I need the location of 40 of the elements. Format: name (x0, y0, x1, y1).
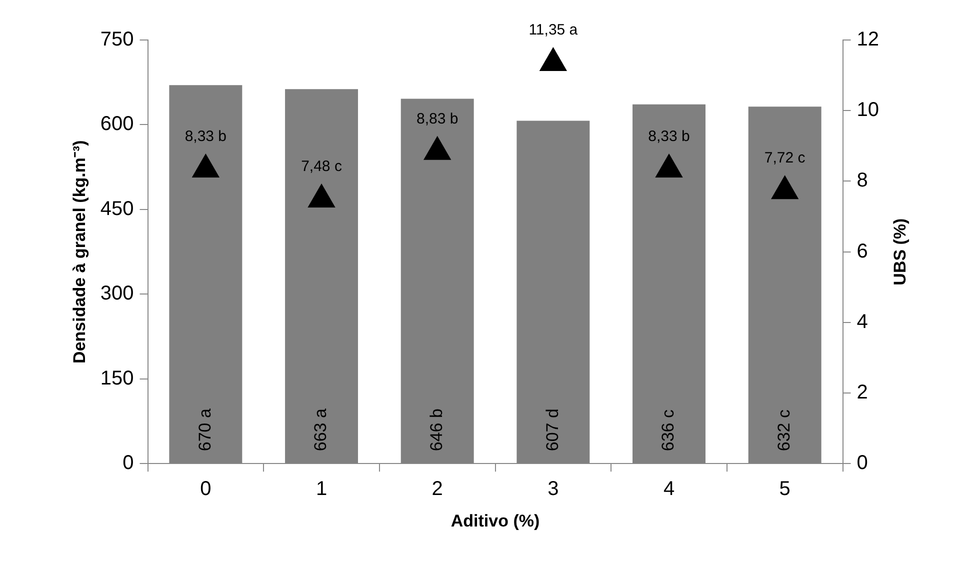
point (192, 154, 220, 178)
y-tick-label: 150 (100, 367, 134, 390)
data-label: 8,33 b (648, 128, 690, 146)
data-label: 646 b (427, 408, 446, 452)
y2-tick-label: 12 (856, 28, 880, 51)
y2-tick-label: 10 (856, 99, 880, 122)
y-tick-label: 600 (100, 113, 134, 136)
y2-tick-label: 0 (856, 452, 868, 474)
data-label: 7,48 c (301, 158, 342, 176)
point (540, 47, 567, 71)
y2-tick-label: 4 (856, 310, 868, 333)
y2-axis-title: UBS (%) (890, 218, 910, 286)
y-tick-label: 450 (100, 198, 134, 220)
x-tick-label: 5 (779, 478, 790, 500)
data-label: 7,72 c (764, 150, 806, 167)
y-axis-title: Densidade à granel (kg.m⁻³) (70, 140, 89, 364)
point (656, 154, 682, 178)
data-label: 8,83 b (416, 110, 458, 128)
y2-tick-label: 8 (856, 170, 868, 192)
data-label: 607 d (542, 408, 562, 452)
y2-tick-label: 6 (856, 240, 868, 262)
data-label: 632 c (774, 409, 794, 452)
x-axis-title: Aditivo (%) (450, 511, 540, 530)
y-tick-label: 0 (122, 452, 134, 474)
data-label: 636 c (658, 409, 678, 452)
x-tick-label: 0 (200, 478, 212, 500)
y2-tick-label: 2 (856, 382, 868, 404)
data-label: 670 a (195, 408, 214, 452)
x-tick-label: 2 (432, 478, 443, 500)
x-tick-label: 3 (548, 478, 559, 500)
point (424, 136, 451, 160)
point (771, 176, 798, 200)
data-label: 11,35 a (528, 22, 578, 39)
data-label: 663 a (311, 408, 330, 452)
x-tick-label: 1 (316, 478, 328, 500)
y-tick-label: 750 (100, 28, 134, 51)
point (308, 184, 336, 208)
x-tick-label: 4 (663, 478, 675, 500)
y-tick-label: 300 (100, 282, 134, 305)
data-label: 8,33 b (184, 128, 227, 146)
